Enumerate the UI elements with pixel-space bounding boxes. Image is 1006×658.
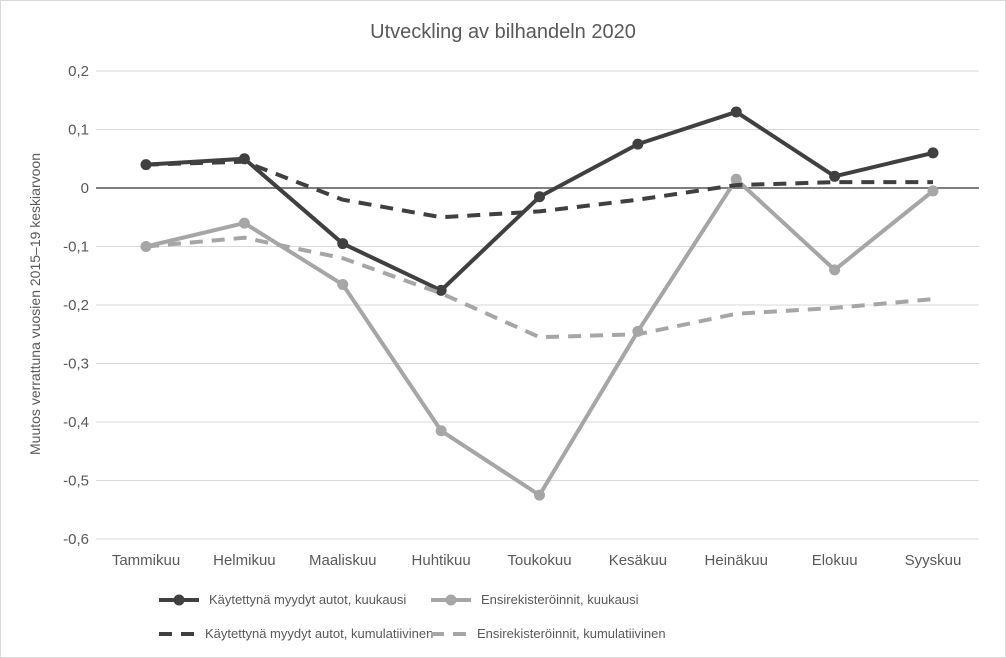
x-tick-label: Tammikuu [112,552,180,569]
x-tick-label: Syyskuu [905,552,962,569]
data-point-marker [337,238,349,250]
data-point-marker [829,264,841,276]
data-point-marker [730,106,742,118]
legend-label: Ensirekisteröinnit, kumulatiivinen [477,626,666,641]
y-tick-label: -0,4 [63,414,89,431]
x-tick-label: Huhtikuu [412,552,471,569]
y-tick-label: -0,6 [63,531,89,548]
x-tick-label: Heinäkuu [705,552,768,569]
legend-item-first-registrations-cumulative: Ensirekisteröinnit, kumulatiivinen [431,626,666,641]
y-tick-label: 0,2 [68,63,89,80]
x-tick-label: Kesäkuu [609,552,667,569]
data-point-marker [730,173,742,185]
data-point-marker [337,279,349,291]
legend-item-first-registrations-monthly: Ensirekisteröinnit, kuukausi [431,592,639,607]
y-tick-label: -0,5 [63,473,89,490]
data-point-marker [534,191,545,203]
legend-marker-dashed-gray-icon [431,628,467,640]
series-line-1 [145,177,935,498]
data-point-marker [238,217,250,229]
series-line-2 [145,159,933,220]
y-tick-label: 0,1 [68,122,89,139]
y-tick-label: -0,3 [63,356,89,373]
x-tick-label: Elokuu [812,552,858,569]
legend-marker-solid-gray-icon [431,594,471,606]
data-point-marker [435,284,447,296]
legend-label: Käytettynä myydyt autot, kumulatiivinen [205,626,434,641]
x-tick-label: Toukokuu [507,552,571,569]
legend-item-used-cars-monthly: Käytettynä myydyt autot, kuukausi [159,592,406,607]
data-point-marker [534,489,545,501]
y-tick-label: -0,1 [63,239,89,256]
data-point-marker [632,138,644,150]
data-point-marker [927,147,939,159]
legend-label: Ensirekisteröinnit, kuukausi [481,592,639,607]
legend-item-used-cars-cumulative: Käytettynä myydyt autot, kumulatiivinen [159,626,433,641]
x-tick-label: Helmikuu [213,552,276,569]
data-point-marker [435,425,447,437]
series-line-3 [145,235,934,340]
y-tick-label: 0 [81,180,89,197]
chart-title: Utveckling av bilhandeln 2020 [370,21,636,43]
legend-marker-solid-dark-icon [159,594,199,606]
data-point-marker [927,185,939,197]
data-point-marker [829,170,841,182]
legend-marker-dashed-dark-icon [159,628,195,640]
legend-label: Käytettynä myydyt autot, kuukausi [209,592,407,607]
x-tick-label: Maaliskuu [309,552,377,569]
y-tick-label: -0,2 [63,297,89,314]
